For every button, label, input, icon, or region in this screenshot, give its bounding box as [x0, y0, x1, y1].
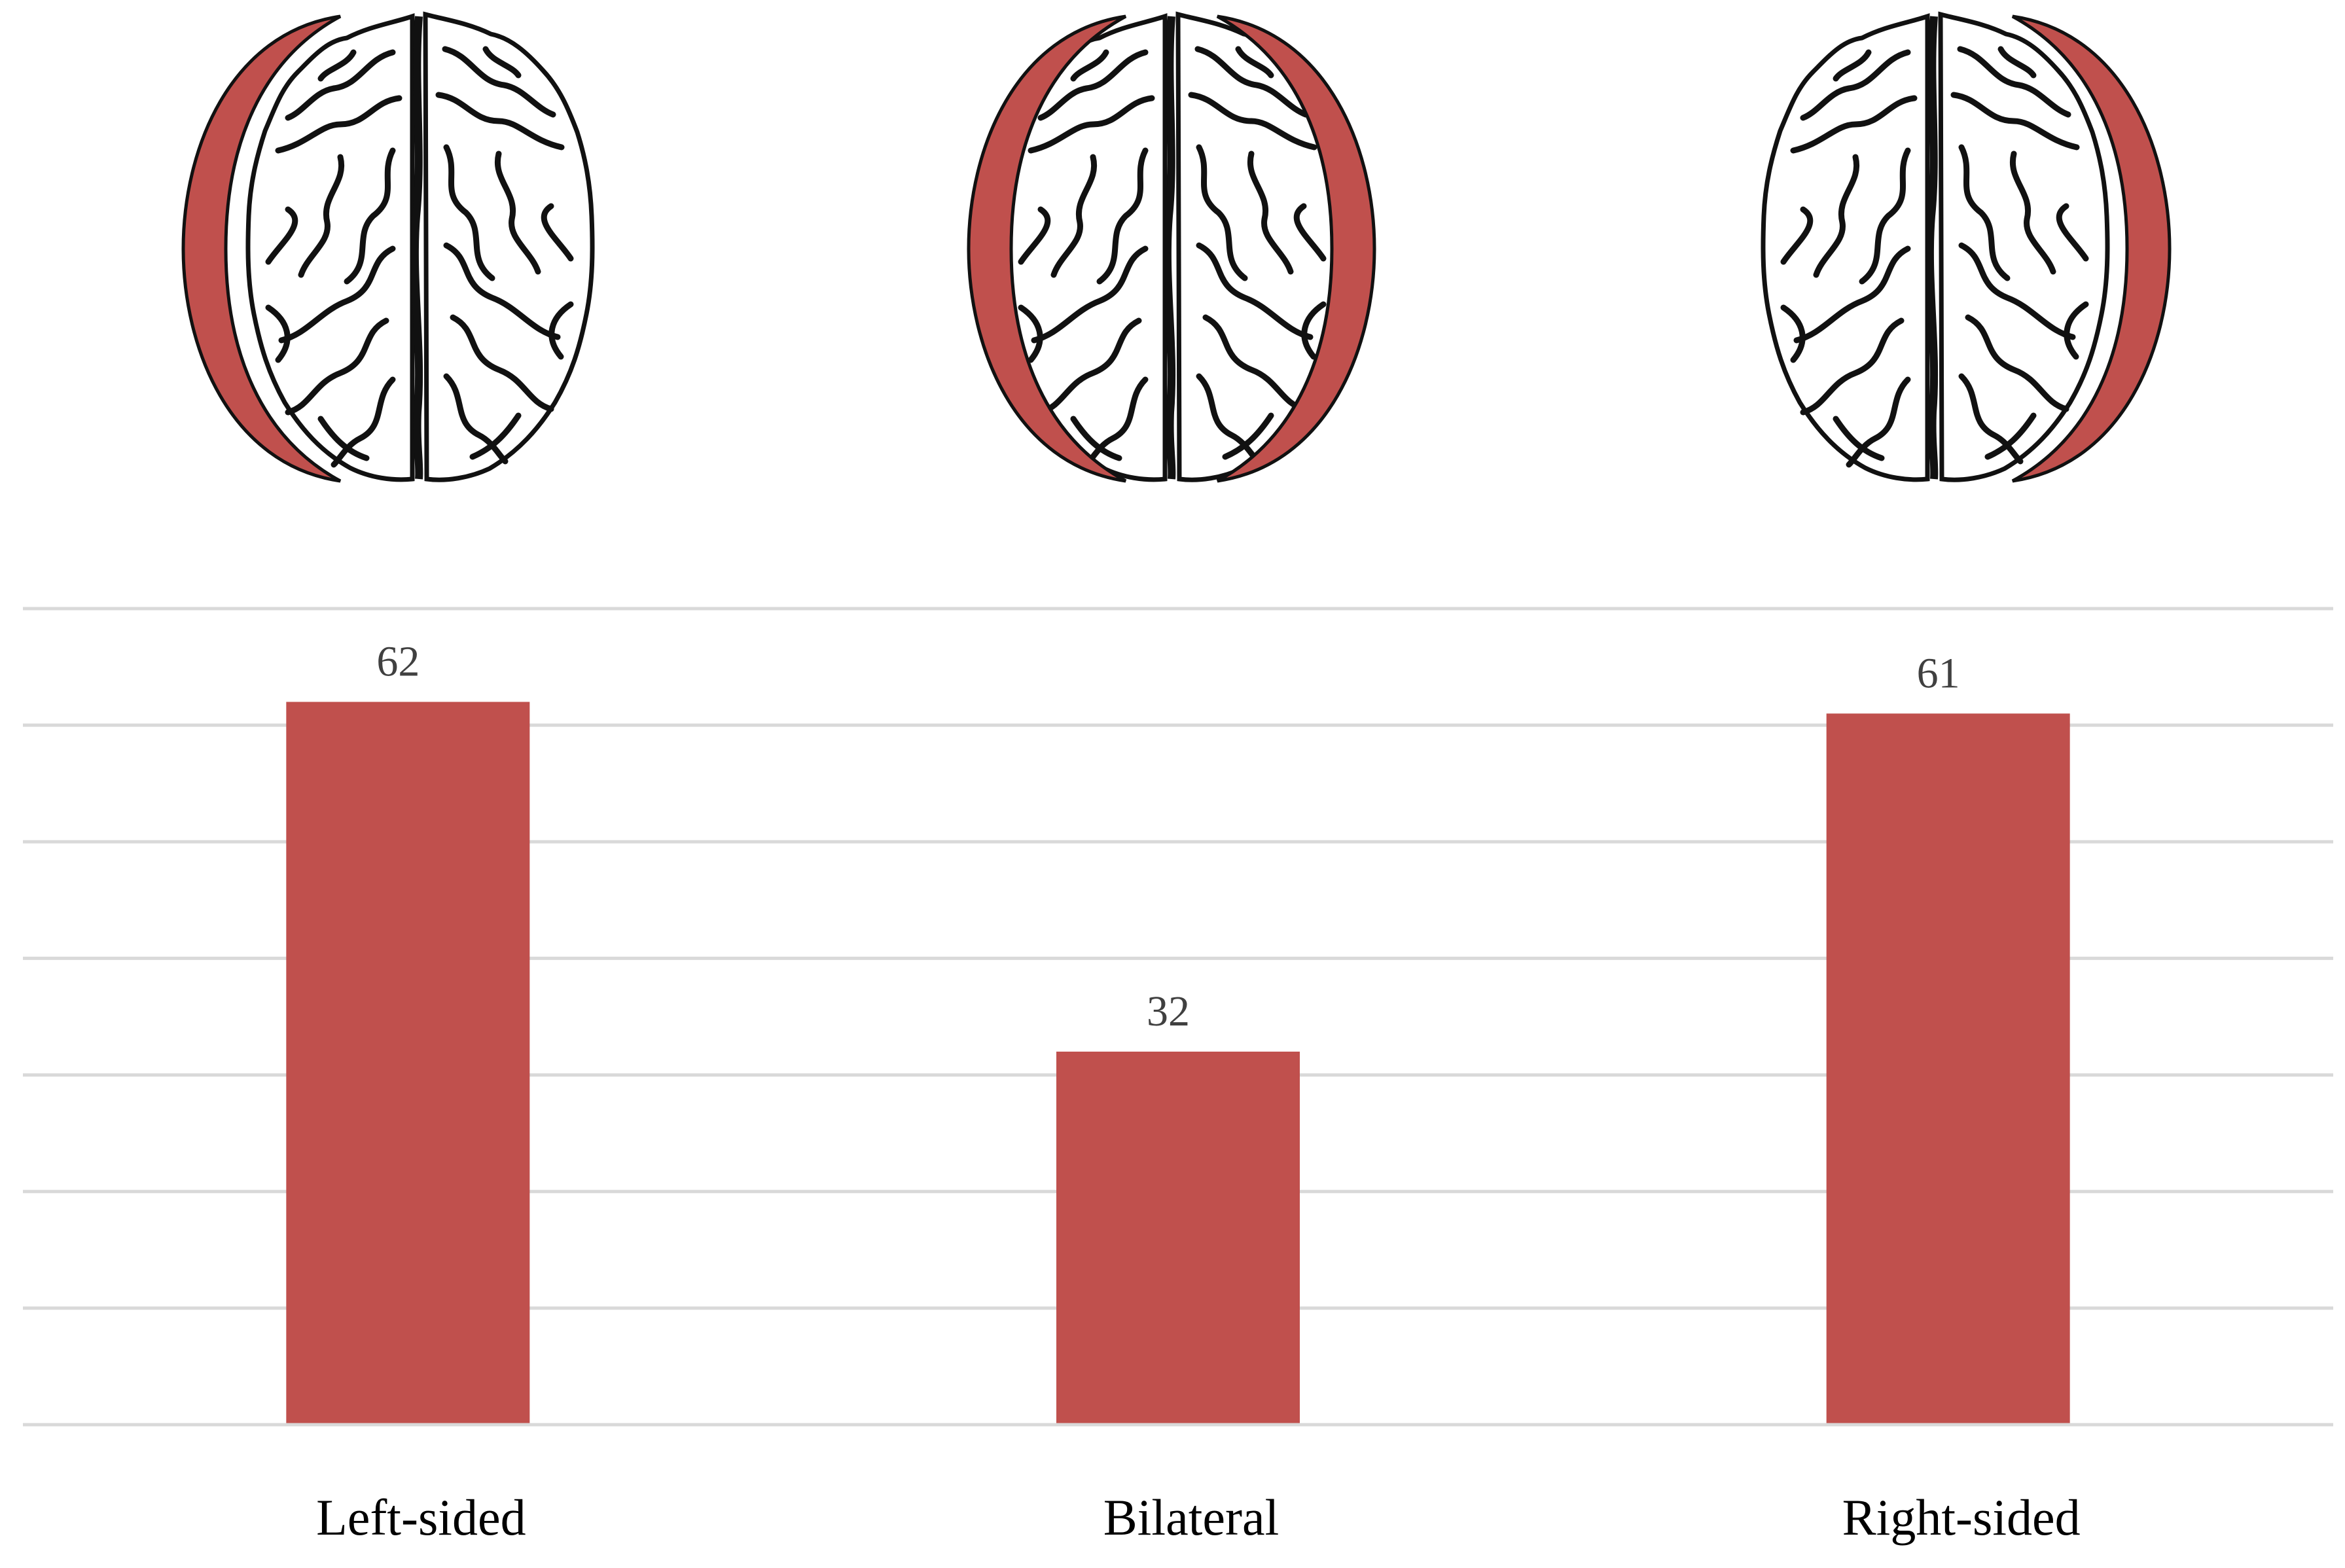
brain-icon-left: [183, 14, 592, 481]
data-labels: 62 32 61: [376, 638, 1960, 1035]
bar-bilateral: [1056, 1051, 1300, 1425]
brain-icon-right: [1763, 14, 2170, 481]
tick-label-right-sided: Right-sided: [1842, 1489, 2081, 1546]
data-label-bilateral: 32: [1147, 988, 1190, 1035]
tick-label-bilateral: Bilateral: [1103, 1489, 1280, 1546]
bar-right-sided: [1826, 713, 2070, 1425]
tick-label-left-sided: Left-sided: [316, 1489, 526, 1546]
data-label-right-sided: 61: [1917, 649, 1960, 697]
bar-left-sided: [286, 702, 530, 1425]
brain-icon-bilateral: [969, 14, 1374, 481]
data-label-left-sided: 62: [376, 638, 420, 686]
category-tick-labels: Left-sided Bilateral Right-sided: [316, 1489, 2081, 1546]
bars: [286, 702, 2070, 1425]
